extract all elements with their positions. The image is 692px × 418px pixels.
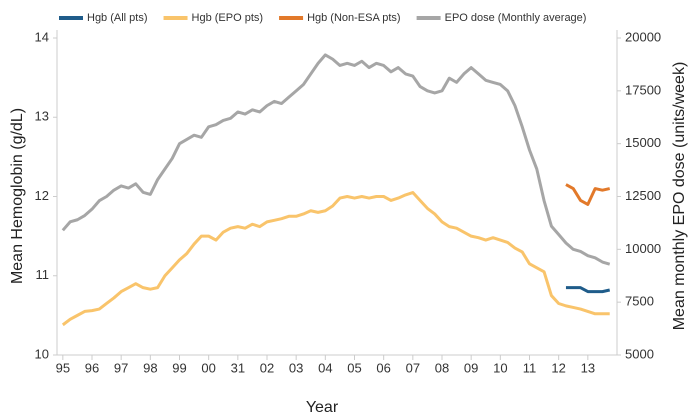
y-tick-label: 13 (35, 109, 49, 124)
y-tick-label: 12 (35, 188, 49, 203)
x-tick-label: 98 (143, 360, 157, 375)
x-tick-label: 07 (406, 360, 420, 375)
x-tick-label: 99 (172, 360, 186, 375)
x-tick-label: 04 (318, 360, 332, 375)
x-tick-label: 03 (289, 360, 303, 375)
x-tick-label: 08 (435, 360, 449, 375)
x-tick-label: 95 (56, 360, 70, 375)
x-tick-label: 97 (114, 360, 128, 375)
y2-tick-label: 10000 (625, 241, 661, 256)
y-axis-title: Mean Hemoglobin (g/dL) (9, 108, 26, 284)
series-line (61, 191, 610, 327)
y-tick-label: 14 (35, 29, 49, 44)
series-line (565, 183, 611, 206)
series-line (565, 286, 611, 294)
x-tick-label: 12 (551, 360, 565, 375)
legend-label: Hgb (All pts) (87, 12, 148, 24)
y2-tick-label: 20000 (625, 29, 661, 44)
y2-axis-title: Mean monthly EPO dose (units/week) (671, 62, 688, 331)
x-tick-label: 96 (85, 360, 99, 375)
x-tick-label: 09 (464, 360, 478, 375)
y-tick-label: 10 (35, 346, 49, 361)
x-tick-label: 00 (201, 360, 215, 375)
x-tick-label: 31 (231, 360, 245, 375)
y2-tick-label: 7500 (625, 294, 654, 309)
x-tick-label: 11 (523, 360, 537, 375)
legend-label: Hgb (EPO pts) (192, 12, 264, 24)
x-tick-label: 05 (347, 360, 361, 375)
x-tick-label: 02 (260, 360, 274, 375)
legend: Hgb (All pts) Hgb (EPO pts) Hgb (Non-ESA p… (59, 12, 586, 24)
legend-label: Hgb (Non-ESA pts) (307, 12, 401, 24)
y-tick-label: 11 (36, 267, 50, 282)
y2-tick-label: 12500 (625, 188, 661, 203)
x-tick-label: 10 (493, 360, 507, 375)
y2-tick-label: 15000 (625, 135, 661, 150)
x-axis-title: Year (306, 399, 339, 416)
y2-tick-label: 17500 (625, 82, 661, 97)
x-tick-label: 13 (581, 360, 595, 375)
x-tick-label: 06 (376, 360, 390, 375)
series-line (61, 53, 611, 266)
legend-label: EPO dose (Monthly average) (445, 12, 587, 24)
y2-tick-label: 5000 (625, 346, 654, 361)
